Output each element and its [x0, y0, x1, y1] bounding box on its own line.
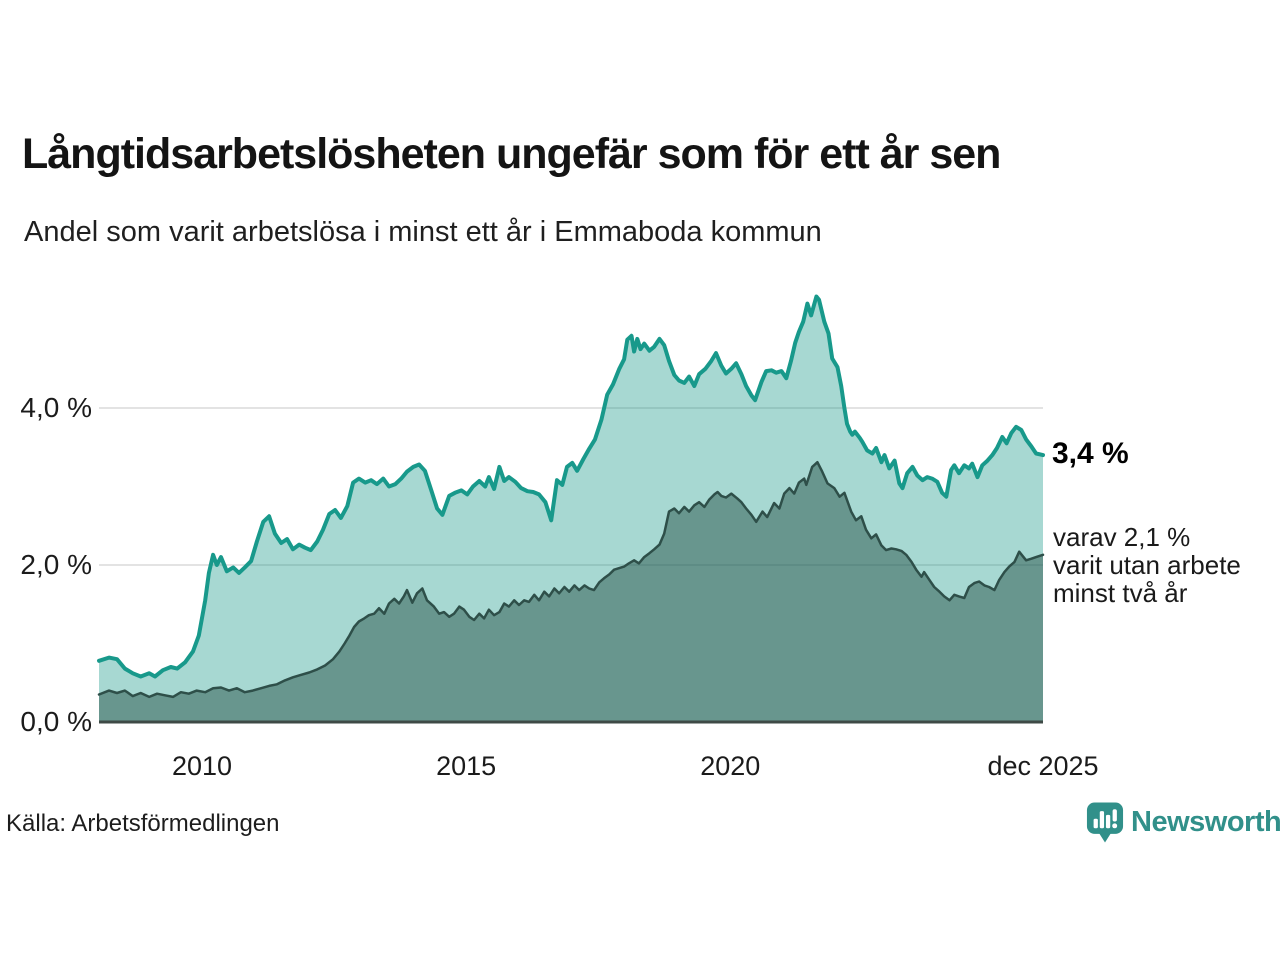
chart-title: Långtidsarbetslösheten ungefär som för e…: [22, 130, 1001, 178]
secondary-value-line: minst två år: [1053, 578, 1188, 608]
secondary-value-label: varav 2,1 % varit utan arbete minst två …: [1053, 523, 1241, 607]
latest-value-label: 3,4 %: [1052, 437, 1129, 470]
brand-logo: Newsworthy: [1086, 801, 1280, 844]
newsworthy-bar-chart-icon: [1086, 802, 1124, 843]
series-line-0: [97, 294, 1045, 679]
secondary-value-line: varit utan arbete: [1053, 550, 1241, 580]
source-text: Källa: Arbetsförmedlingen: [6, 810, 280, 837]
secondary-value-line: varav 2,1 %: [1053, 522, 1191, 552]
series-area-0: [99, 296, 1043, 722]
brand-name: Newsworthy: [1131, 806, 1280, 838]
series-line-1: [97, 460, 1045, 699]
chart-subtitle: Andel som varit arbetslösa i minst ett å…: [24, 216, 822, 248]
